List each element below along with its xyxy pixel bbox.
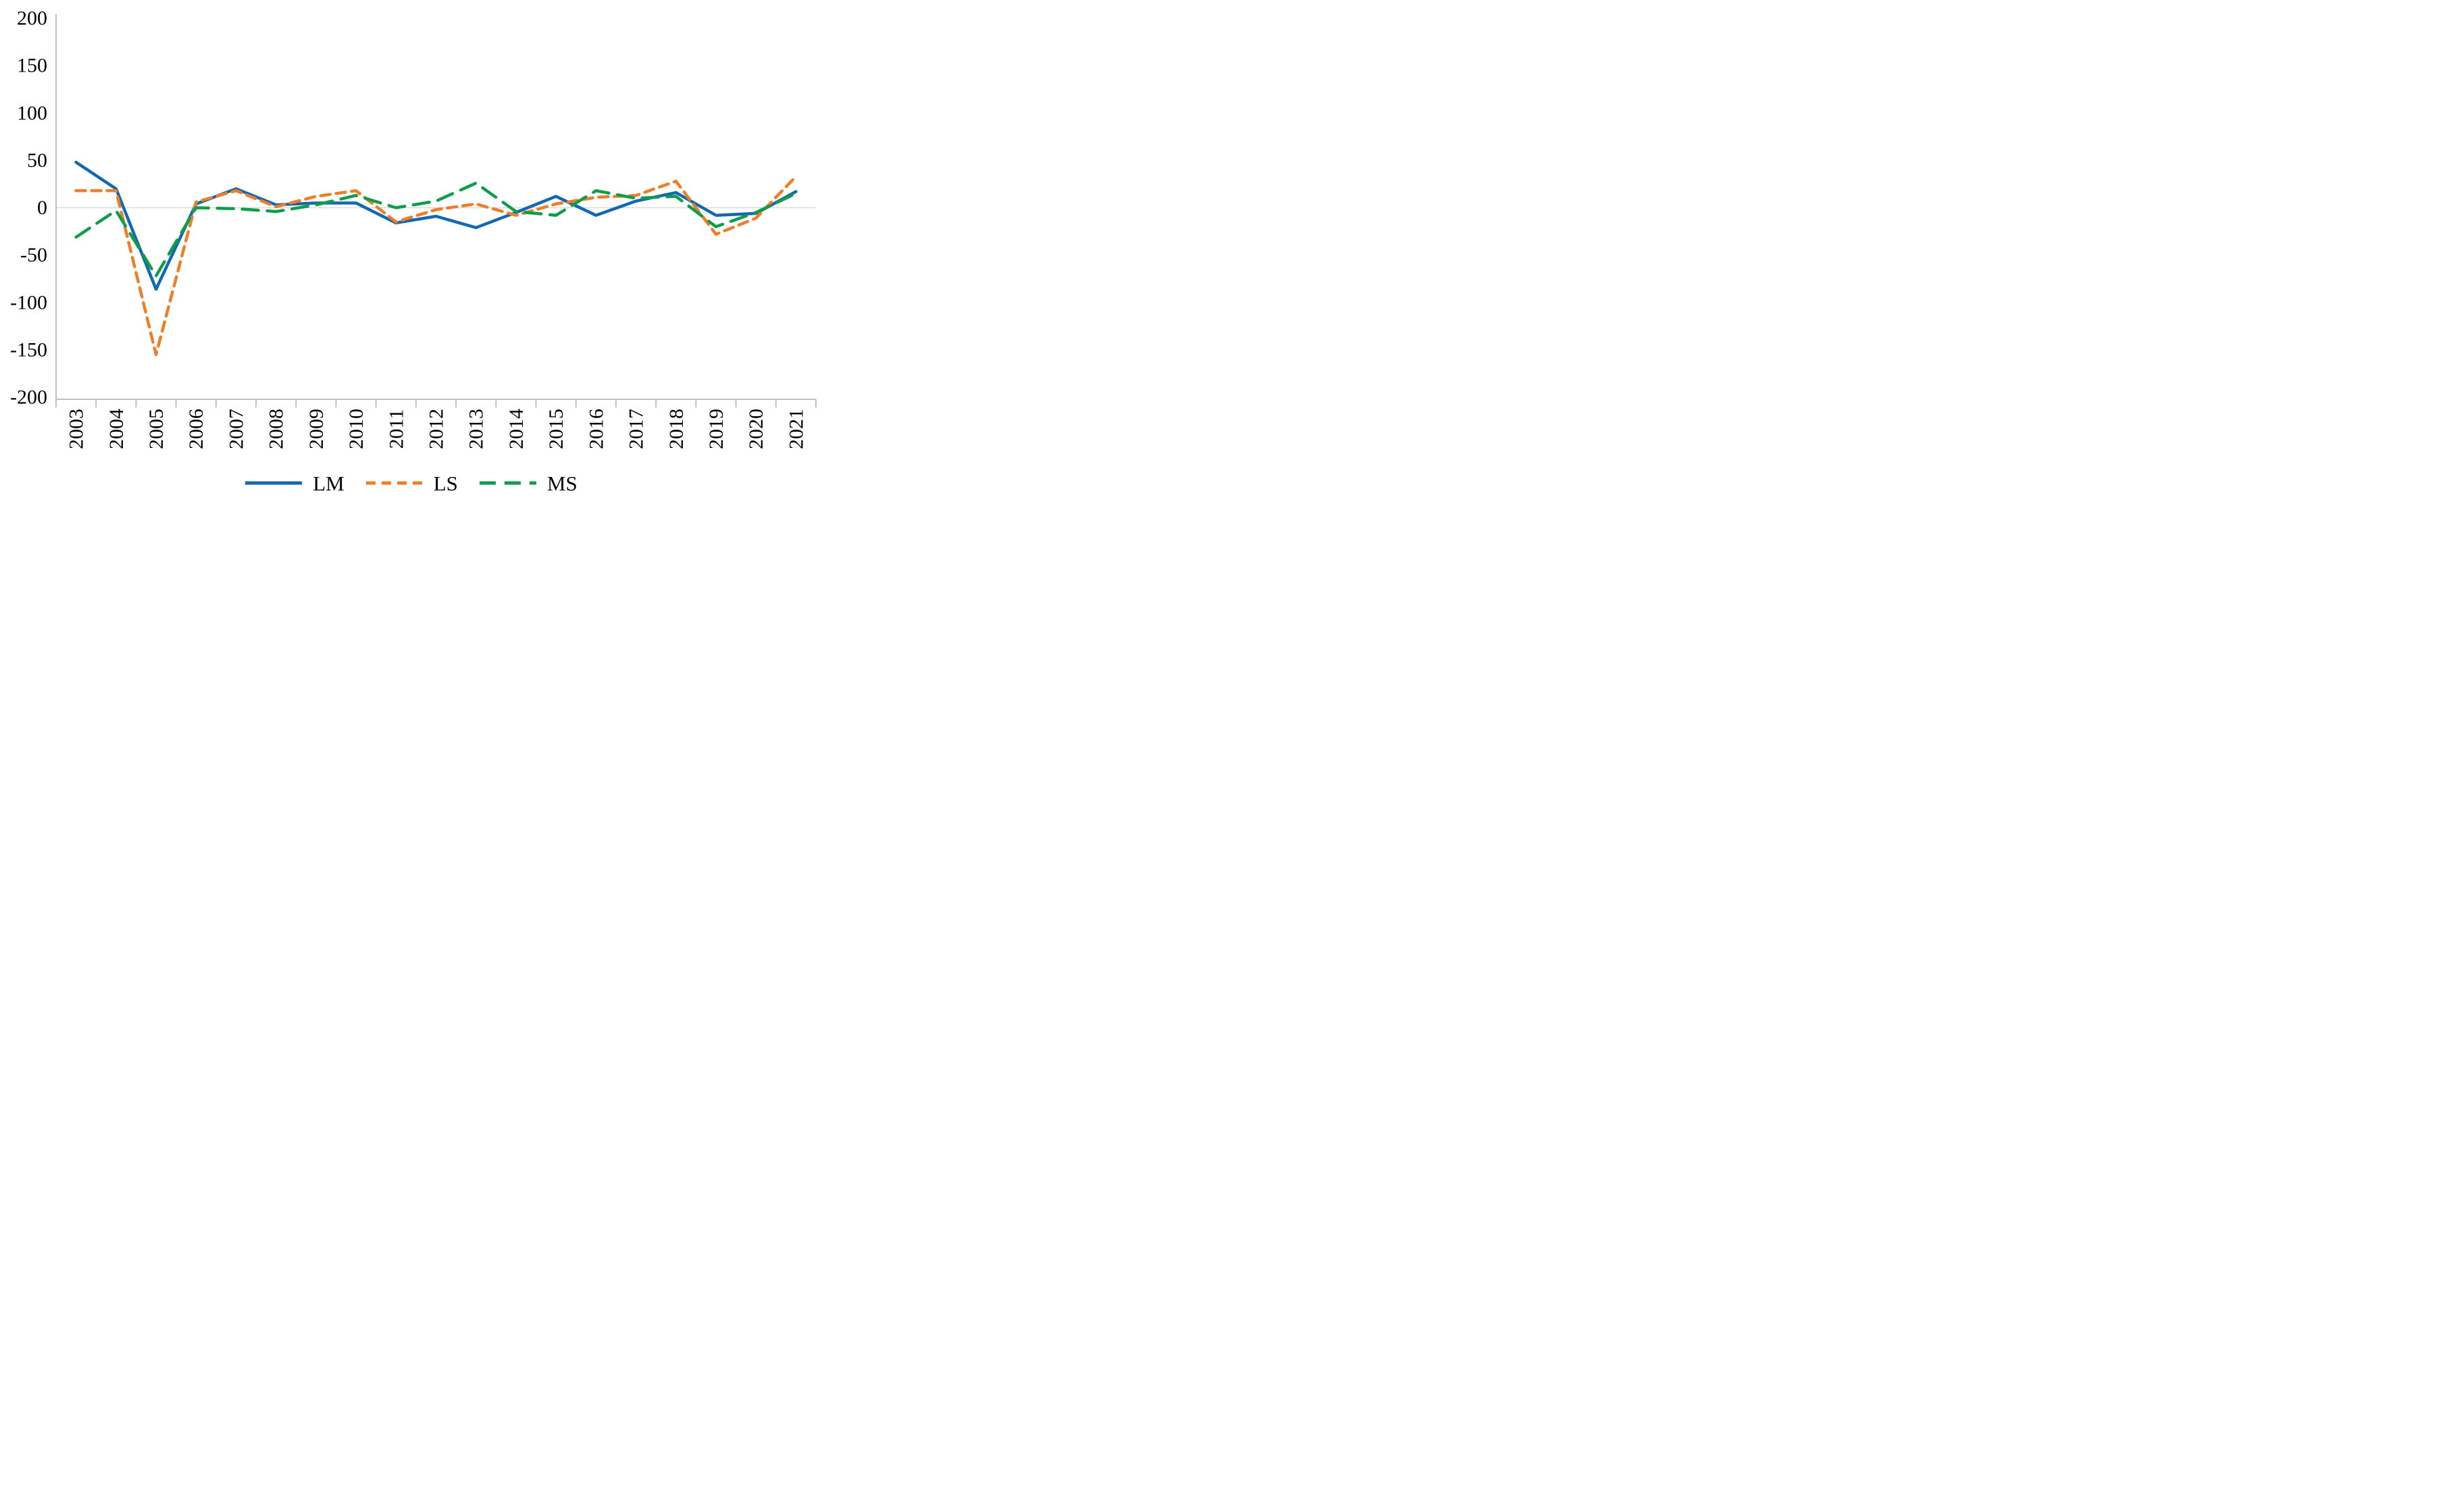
y-axis-label: 0 (37, 197, 47, 219)
x-axis-label: 2006 (185, 409, 207, 449)
legend-label-ms: MS (546, 471, 578, 495)
legend-line-short-dash (365, 481, 423, 485)
series-line-MS (74, 181, 798, 278)
legend-item-ls: LS (365, 473, 458, 494)
x-axis-label: 2009 (305, 409, 328, 449)
line-chart: 200 150 100 50 0 -50 -100 -150 -200 2003 2004 2005 2… (0, 0, 821, 499)
y-axis-label: 50 (27, 149, 47, 172)
x-axis-label: 2021 (785, 409, 807, 449)
x-axis-label: 2008 (265, 409, 288, 449)
y-axis-label: 100 (17, 102, 47, 124)
y-axis-label: -200 (10, 386, 47, 409)
x-axis-label: 2019 (705, 409, 727, 449)
x-axis-label: 2016 (585, 409, 607, 449)
x-axis-label: 2020 (745, 409, 767, 449)
x-axis-label: 2013 (465, 409, 488, 449)
x-axis-label: 2015 (545, 409, 567, 449)
legend-label-lm: LM (313, 471, 344, 495)
x-axis-label: 2018 (665, 409, 688, 449)
legend-item-lm: LM (244, 473, 344, 494)
y-axis-label: 200 (17, 7, 47, 30)
legend: LM LS MS (0, 467, 821, 499)
x-axis-label: 2017 (625, 409, 648, 449)
x-axis-label: 2005 (145, 409, 168, 449)
y-axis-label: 150 (17, 55, 47, 77)
series-line-LS (74, 174, 798, 357)
legend-item-ms: MS (478, 473, 578, 494)
plot-area: 200 150 100 50 0 -50 -100 -150 -200 2003 2004 2005 2… (10, 7, 817, 449)
y-axis-label: -150 (10, 338, 47, 361)
x-axis-label: 2007 (225, 409, 247, 449)
y-axis-label: -50 (20, 244, 47, 266)
legend-line-long-dash (479, 481, 536, 485)
legend-line-solid (245, 481, 303, 485)
y-axis-label: -100 (10, 291, 47, 313)
legend-label-ls: LS (433, 471, 458, 495)
x-axis-label: 2014 (505, 409, 528, 449)
x-axis-label: 2010 (345, 409, 367, 449)
x-axis-label: 2012 (426, 409, 448, 449)
x-axis-label: 2003 (66, 409, 88, 449)
x-axis-label: 2011 (385, 409, 407, 449)
x-axis-label: 2004 (105, 409, 128, 449)
